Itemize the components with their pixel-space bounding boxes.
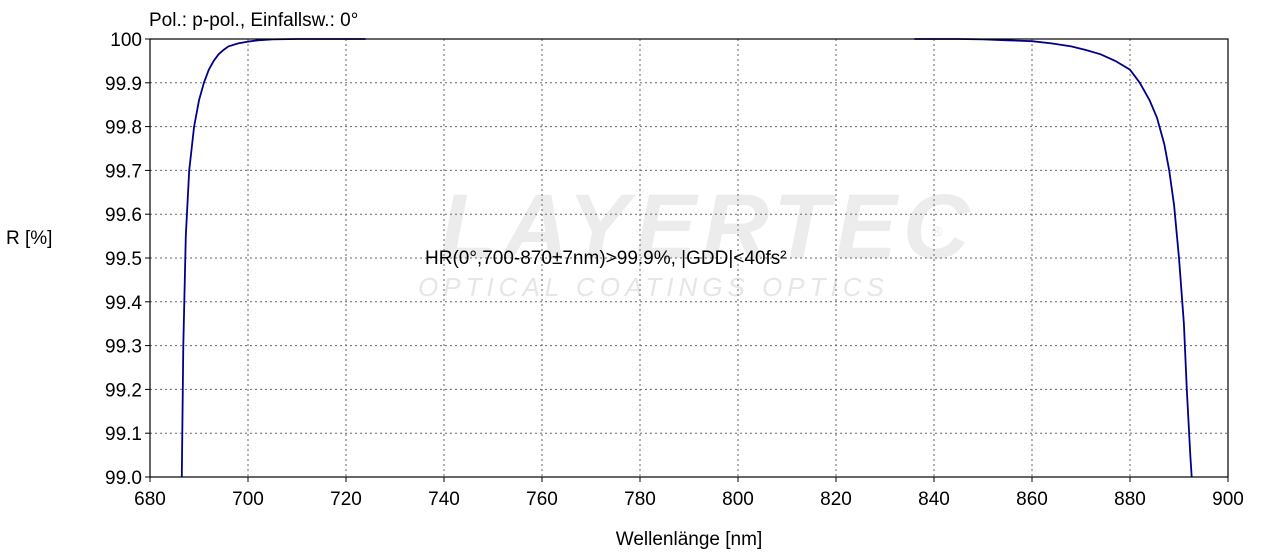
x-tick-label: 680 <box>134 489 166 510</box>
x-tick-label: 740 <box>428 489 460 510</box>
y-axis-ticks: 99.0 99.1 99.2 99.3 99.4 99.5 99.6 99.7 99.8 99.9… <box>105 30 150 489</box>
chart-annotation: HR(0°,700-870±7nm)>99.9%, |GDD|<40fs² <box>425 248 787 269</box>
x-tick-label: 860 <box>1016 489 1048 510</box>
y-tick-label: 99.4 <box>105 293 142 314</box>
y-tick-label: 99.9 <box>105 74 142 95</box>
y-tick-label: 99.3 <box>105 337 142 358</box>
series-line <box>914 38 1193 478</box>
x-axis-label: Wellenlänge [nm] <box>616 529 762 550</box>
x-tick-label: 700 <box>232 489 264 510</box>
grid <box>150 39 1228 477</box>
watermark-tagline: OPTICAL COATINGS OPTICS <box>418 272 889 302</box>
y-tick-label: 99.0 <box>105 468 142 489</box>
x-tick-label: 900 <box>1212 489 1244 510</box>
y-tick-label: 99.7 <box>105 161 142 182</box>
x-axis-ticks: 680 700 720 740 760 780 800 820 840 860 880 900 <box>134 477 1244 510</box>
y-tick-label: 99.6 <box>105 205 142 226</box>
watermark-registered: ® <box>932 223 943 239</box>
y-tick-label: 99.2 <box>105 380 142 401</box>
y-tick-label: 99.5 <box>105 249 142 270</box>
series-line <box>180 38 366 478</box>
x-tick-label: 840 <box>918 489 950 510</box>
y-axis-label: R [%] <box>6 228 52 249</box>
watermark-brand: LAYERTEC <box>440 176 975 278</box>
x-tick-label: 720 <box>330 489 362 510</box>
x-tick-label: 820 <box>820 489 852 510</box>
y-tick-label: 99.1 <box>105 424 142 445</box>
chart-title: Pol.: p-pol., Einfallsw.: 0° <box>149 10 358 31</box>
x-tick-label: 780 <box>624 489 656 510</box>
watermark: LAYERTEC ® OPTICAL COATINGS OPTICS <box>418 176 975 302</box>
y-tick-label: 100 <box>110 30 142 51</box>
x-tick-label: 800 <box>722 489 754 510</box>
x-tick-label: 880 <box>1114 489 1146 510</box>
y-tick-label: 99.8 <box>105 118 142 139</box>
x-tick-label: 760 <box>526 489 558 510</box>
